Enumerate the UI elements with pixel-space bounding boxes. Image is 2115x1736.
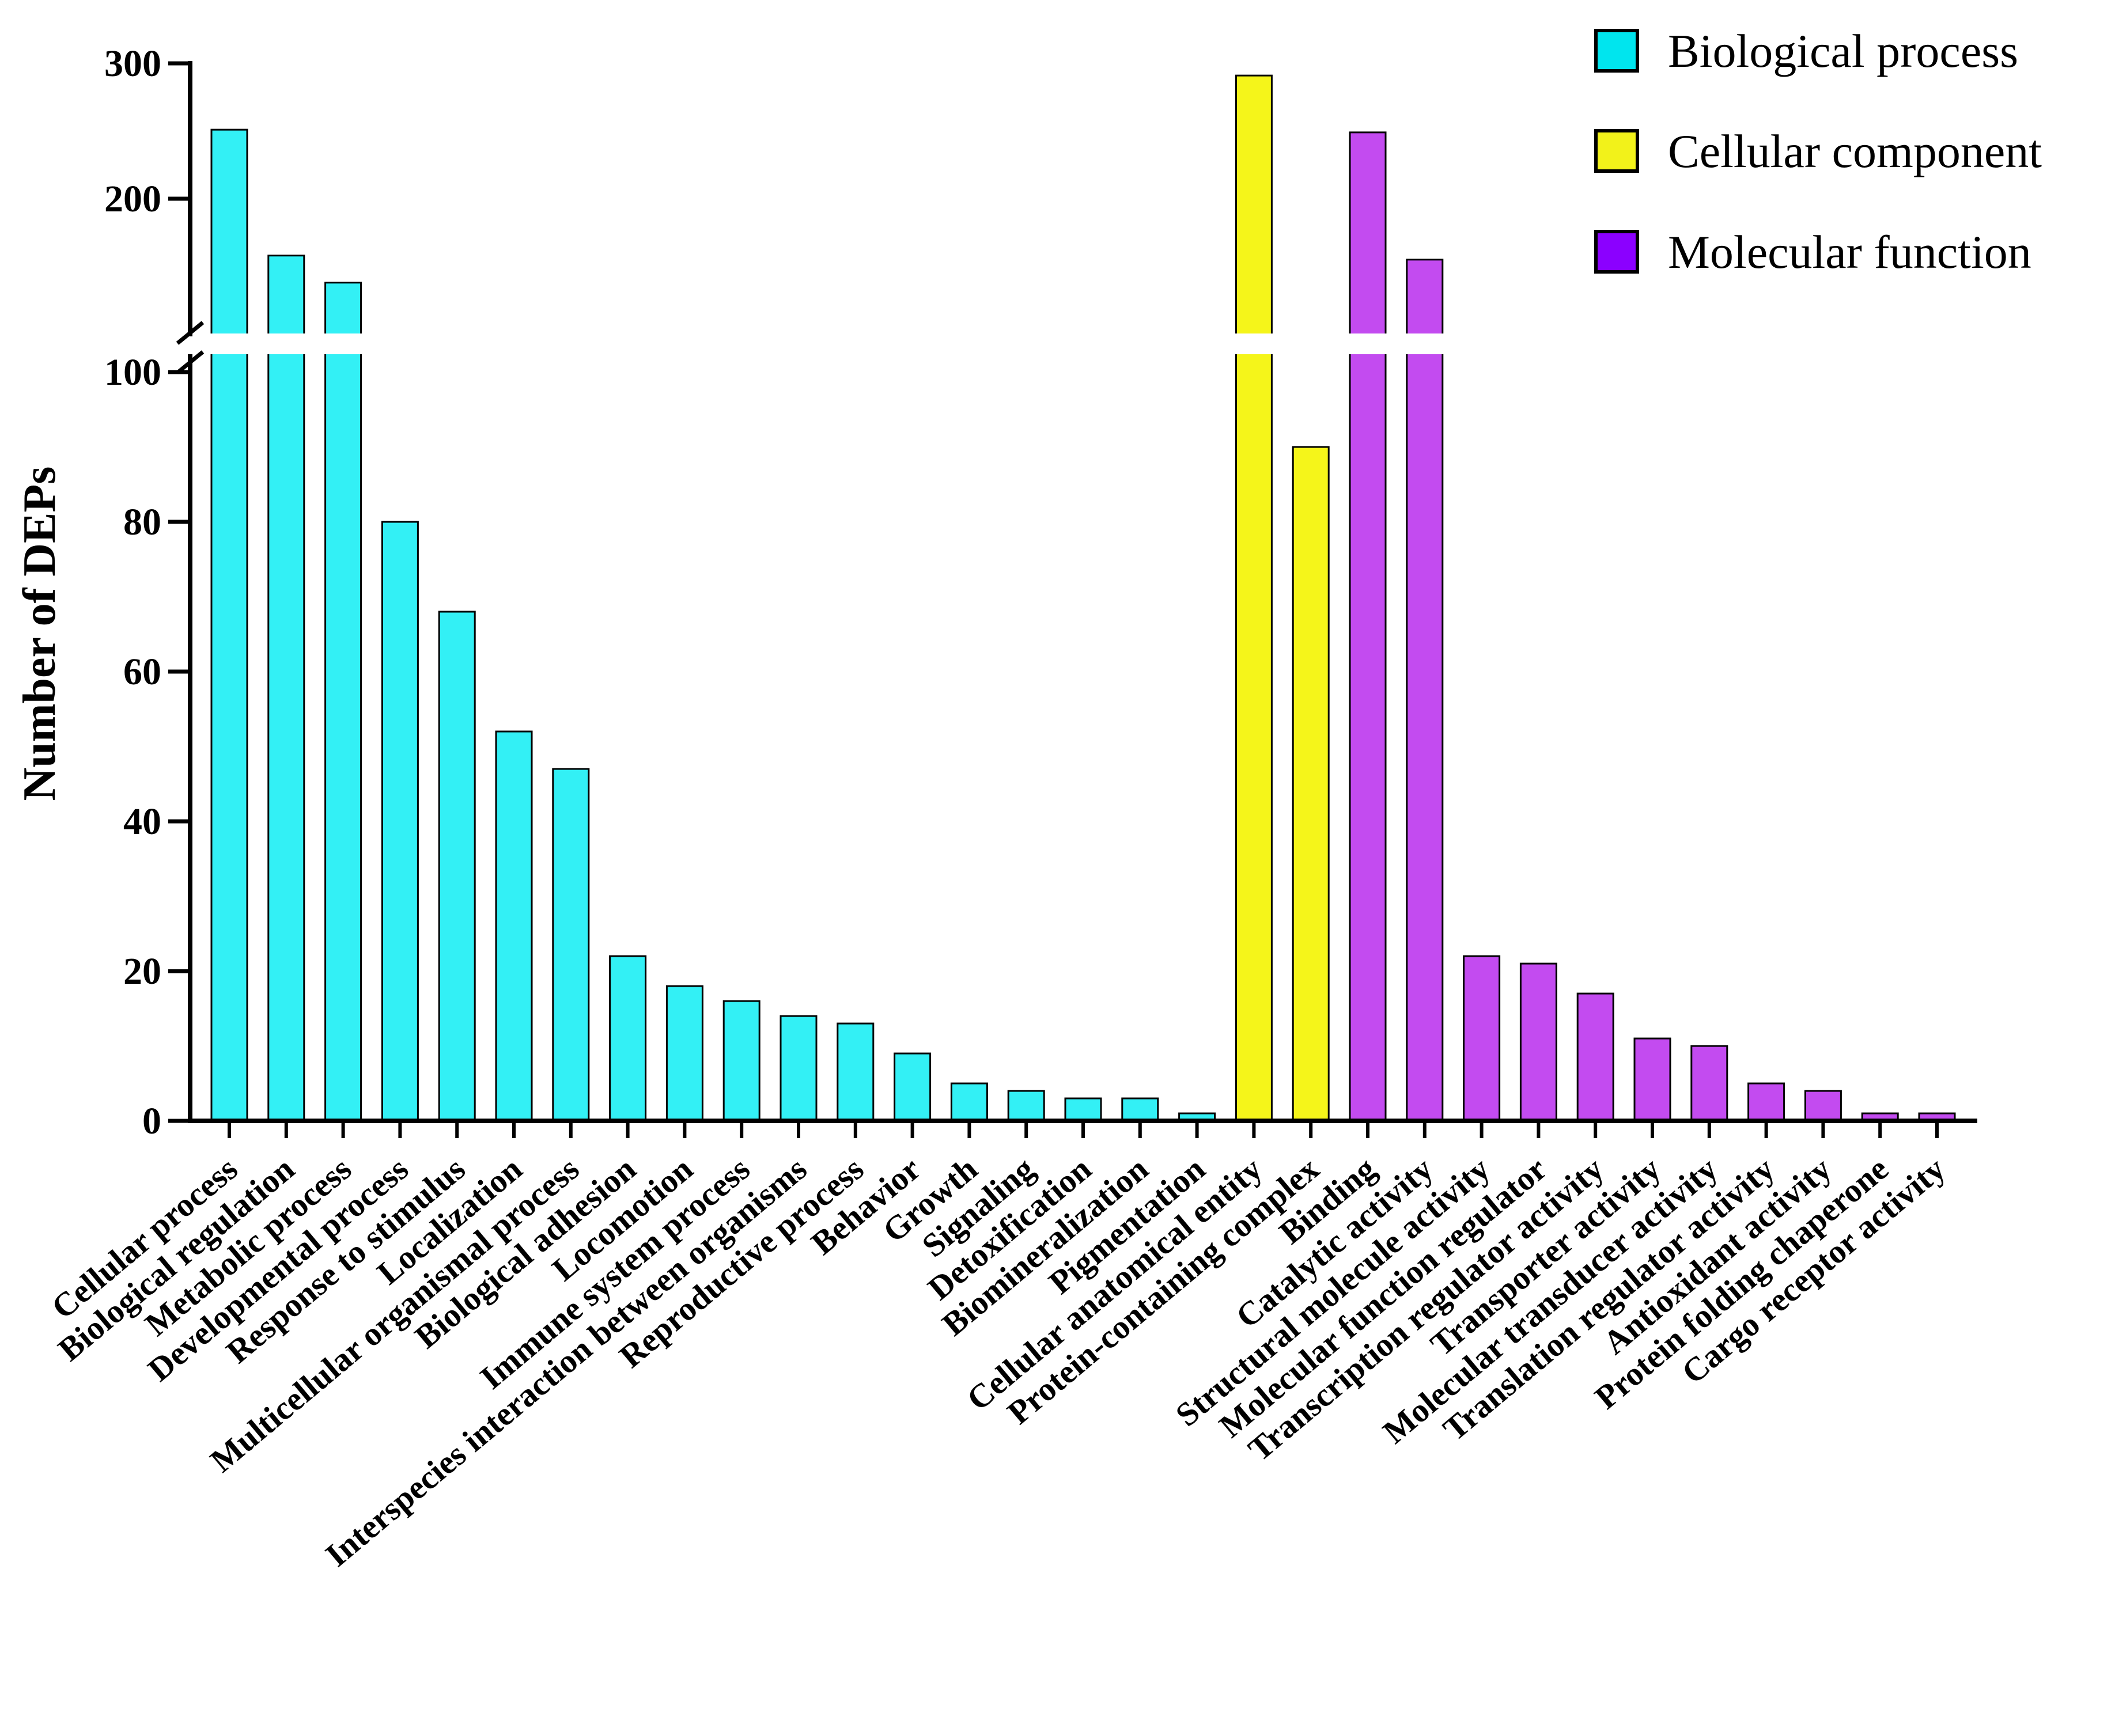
axis-break-mark	[176, 321, 205, 345]
y-tick-label: 200	[104, 178, 161, 220]
bar-developmental-process	[381, 521, 419, 1122]
bar-behavior	[894, 1052, 932, 1122]
y-tick-label: 60	[123, 651, 161, 693]
y-ticks-group: 0 20 40 60 80 100 200 300	[104, 43, 190, 1142]
y-tick-label: 100	[104, 351, 161, 393]
legend-swatch-molecular-function	[1594, 230, 1639, 274]
y-axis-title: Number of DEPs	[14, 467, 65, 801]
bar-immune-system-process	[722, 1000, 761, 1122]
bar-signaling	[1007, 1090, 1045, 1122]
bar-localization	[495, 730, 533, 1122]
bar-protein-containing-complex	[1292, 446, 1330, 1122]
bar-binding	[1349, 131, 1387, 1122]
bar-transcription-regulator-activity	[1576, 992, 1614, 1122]
bar-metabolic-process	[324, 282, 362, 1122]
bar-cellular-process	[210, 128, 248, 1122]
bar-antioxidant-activity	[1804, 1090, 1842, 1122]
legend-swatch-biological-process	[1594, 29, 1639, 73]
y-tick-label: 300	[104, 43, 161, 85]
bar-catalytic-activity	[1406, 259, 1444, 1122]
bar-transporter-activity	[1633, 1037, 1671, 1122]
legend: Biological process Cellular component Mole…	[1594, 25, 2042, 278]
bar-multicellular-organismal-process	[552, 768, 590, 1122]
bar-molecular-function-regulator	[1519, 962, 1557, 1122]
bar-molecular-transducer-activity	[1690, 1045, 1728, 1122]
bar-detoxification	[1064, 1097, 1102, 1122]
y-tick-label: 20	[123, 950, 161, 992]
bars-group	[184, 74, 1956, 1122]
y-tick-label: 80	[123, 501, 161, 543]
bar-cellular-anatomical-entity	[1235, 74, 1273, 1122]
bar-structural-molecule-activity	[1463, 955, 1501, 1122]
y-tick-label: 0	[142, 1100, 161, 1142]
bar-biological-regulation	[267, 255, 305, 1122]
axis-break-mark	[176, 350, 205, 374]
bar-reproductive-process	[837, 1022, 875, 1122]
axis-break-gap	[184, 333, 1509, 354]
bar-translation-regulator-activity	[1747, 1082, 1785, 1122]
legend-label-biological-process: Biological process	[1668, 25, 2018, 77]
bar-biomineralization	[1121, 1097, 1159, 1122]
legend-swatch-cellular-component	[1594, 129, 1639, 173]
bar-growth	[950, 1082, 988, 1122]
axes-group	[176, 61, 1977, 1138]
bar-response-to-stimulus	[438, 611, 476, 1122]
bar-biological-adhesion	[609, 955, 647, 1122]
y-tick-label: 40	[123, 801, 161, 843]
legend-label-molecular-function: Molecular function	[1668, 226, 2031, 278]
legend-label-cellular-component: Cellular component	[1668, 125, 2042, 177]
bar-locomotion	[665, 985, 703, 1122]
bar-interspecies-interaction-between-organisms	[780, 1015, 818, 1122]
